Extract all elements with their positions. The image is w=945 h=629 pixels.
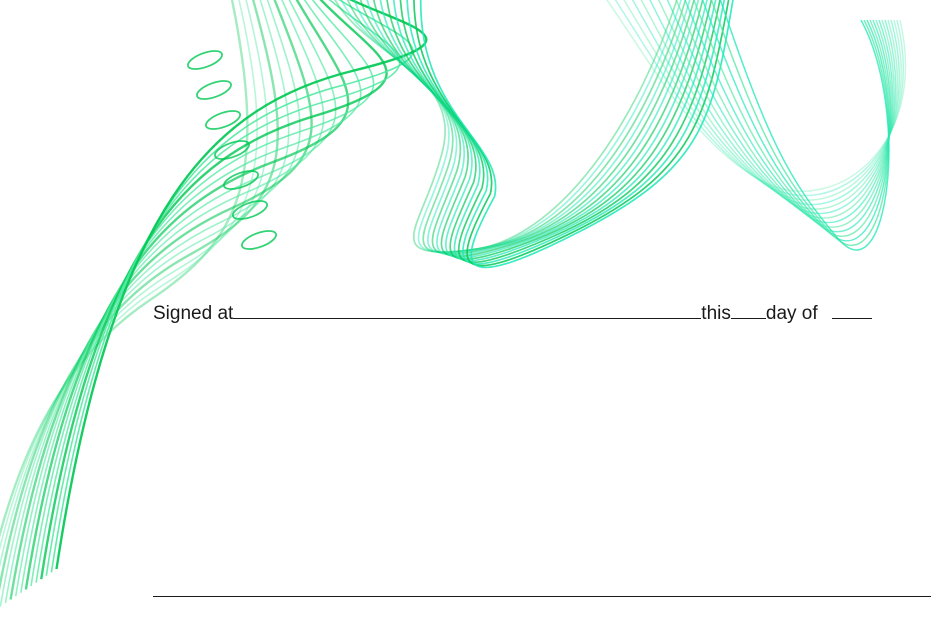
wave-line (419, 0, 734, 269)
day-of-label: day of (765, 303, 818, 324)
day-blank[interactable] (730, 296, 766, 319)
wave-line (9, 0, 313, 600)
wave-line (606, 0, 907, 192)
signed-at-label: Signed at (153, 303, 234, 324)
coil-loop (241, 230, 277, 250)
wave-line (40, 0, 388, 580)
signature-line[interactable] (153, 596, 931, 597)
wave-line (55, 0, 428, 570)
coil-loop (187, 50, 223, 70)
wave-line (0, 0, 269, 568)
wave-line (14, 0, 325, 597)
wave-line (0, 0, 258, 551)
wave-line (4, 0, 301, 604)
coil-loop (196, 80, 232, 100)
wave-line (30, 0, 362, 587)
wave-line (50, 0, 414, 573)
wave-line (0, 0, 279, 592)
wave-line (614, 0, 904, 197)
wave-line (45, 0, 401, 576)
wave-line (20, 0, 337, 593)
this-label: this (701, 303, 731, 324)
wave-line (623, 0, 902, 201)
wave-line (359, 0, 695, 255)
wave-line (631, 0, 900, 206)
month-blank[interactable] (831, 296, 872, 319)
coil-loop (232, 200, 268, 220)
coil-loop (205, 110, 241, 130)
coil-loop (214, 140, 250, 160)
wave-line (334, 0, 678, 253)
signed-at-line: Signed at this day of (153, 296, 945, 326)
wave-line (366, 0, 700, 257)
wave-line (413, 0, 730, 267)
wave-line (640, 0, 898, 210)
wave-line (35, 0, 375, 583)
coil-loop (223, 170, 259, 190)
wave-line (346, 0, 687, 254)
wave-line (719, 0, 890, 251)
place-blank[interactable] (233, 296, 702, 319)
